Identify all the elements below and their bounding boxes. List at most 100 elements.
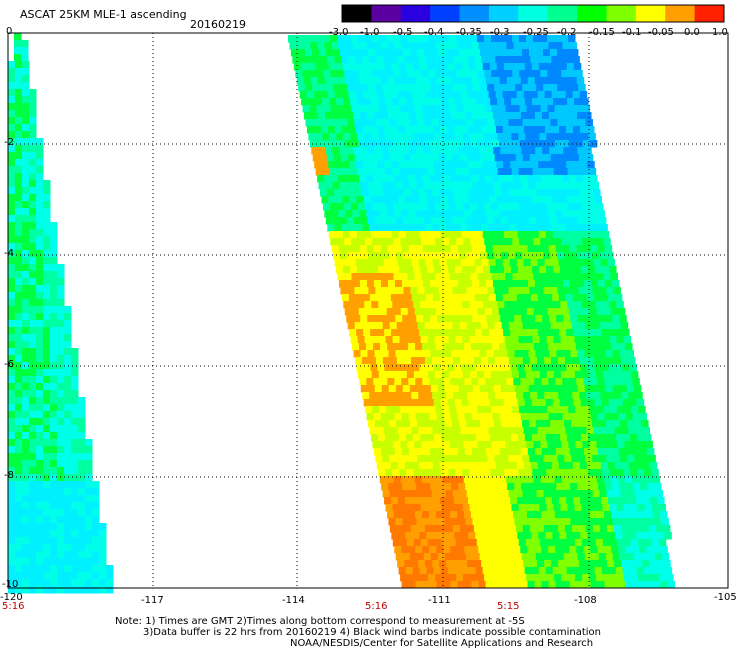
swath-pixel [475,399,484,407]
swath-pixel [515,119,523,127]
swath-pixel [500,350,509,358]
swath-pixel [501,252,509,260]
x-label-2: -114 [282,595,305,606]
swath-pixel [489,329,497,337]
swath-pixel [43,215,51,223]
swath-pixel [420,371,429,379]
swath-pixel [418,427,427,435]
swath-pixel [430,553,439,561]
swath-pixel [546,504,555,512]
swath-pixel [401,343,409,351]
swath-pixel [576,175,584,183]
swath-pixel [529,154,538,162]
swath-pixel [351,238,359,246]
swath-pixel [527,175,535,183]
swath-pixel [296,77,305,85]
swath-pixel [380,210,388,218]
swath-pixel [403,84,411,92]
swath-pixel [443,413,452,421]
swath-pixel [378,98,386,106]
title: ASCAT 25KM MLE-1 ascending [20,8,187,21]
swath-pixel [315,98,323,106]
swath-pixel [506,413,515,421]
swath-pixel [544,427,553,435]
swath-pixel [451,112,459,120]
swath-pixel [8,159,16,167]
swath-pixel [21,47,29,55]
swath-pixel [340,84,348,92]
swath-pixel [29,467,37,475]
swath-pixel [411,560,419,568]
swath-pixel [575,273,583,281]
swath-pixel [561,308,570,316]
swath-pixel [464,77,473,85]
swath-pixel [564,525,573,533]
swath-pixel [488,392,496,400]
swath-pixel [506,245,515,253]
swath-pixel [413,469,421,477]
swath-pixel [380,280,389,288]
colorbar-label-6: -0.25 [523,27,549,38]
swath-pixel [434,266,442,274]
swath-pixel [398,329,406,337]
swath-pixel [359,378,367,386]
swath-pixel [289,42,297,50]
swath-pixel [8,460,16,468]
swath-pixel [408,343,416,351]
swath-pixel [381,350,390,358]
swath-pixel [502,189,510,197]
swath-pixel [500,385,509,393]
swath-pixel [8,558,16,566]
swath-pixel [43,404,51,412]
swath-pixel [549,483,557,491]
swath-pixel [92,565,100,573]
swath-pixel [579,392,587,400]
swath-pixel [389,525,398,533]
swath-pixel [506,581,515,589]
swath-pixel [486,49,495,57]
swath-pixel [473,525,482,533]
swath-pixel [380,245,389,253]
swath-pixel [371,168,380,176]
swath-pixel [444,112,452,120]
swath-pixel [412,329,420,337]
swath-pixel [393,406,401,414]
swath-pixel [552,497,560,505]
swath-pixel [432,91,441,99]
swath-pixel [480,357,489,365]
swath-pixel [453,392,461,400]
swath-pixel [639,546,647,554]
swath-pixel [593,189,601,197]
swath-pixel [615,497,623,505]
swath-pixel [626,518,634,526]
swath-pixel [585,420,593,428]
swath-pixel [376,259,385,267]
swath-pixel [487,287,495,295]
swath-pixel [363,161,371,169]
swath-pixel [416,483,424,491]
swath-pixel [574,168,583,176]
swath-pixel [29,103,37,111]
swath-pixel [380,343,388,351]
swath-pixel [552,532,560,540]
swath-pixel [313,126,322,134]
swath-pixel [354,357,363,365]
swath-pixel [370,399,379,407]
swath-pixel [552,196,560,204]
swath-pixel [353,112,361,120]
swath-pixel [383,56,391,64]
swath-pixel [426,532,434,540]
swath-pixel [397,189,405,197]
swath-pixel [85,530,93,538]
swath-pixel [576,77,585,85]
swath-pixel [451,217,460,225]
swath-pixel [614,560,622,568]
swath-pixel [518,504,527,512]
swath-pixel [29,285,37,293]
swath-pixel [518,371,527,379]
swath-pixel [580,497,588,505]
swath-pixel [423,49,432,57]
swath-pixel [648,490,657,498]
swath-pixel [556,385,565,393]
swath-pixel [489,231,498,239]
